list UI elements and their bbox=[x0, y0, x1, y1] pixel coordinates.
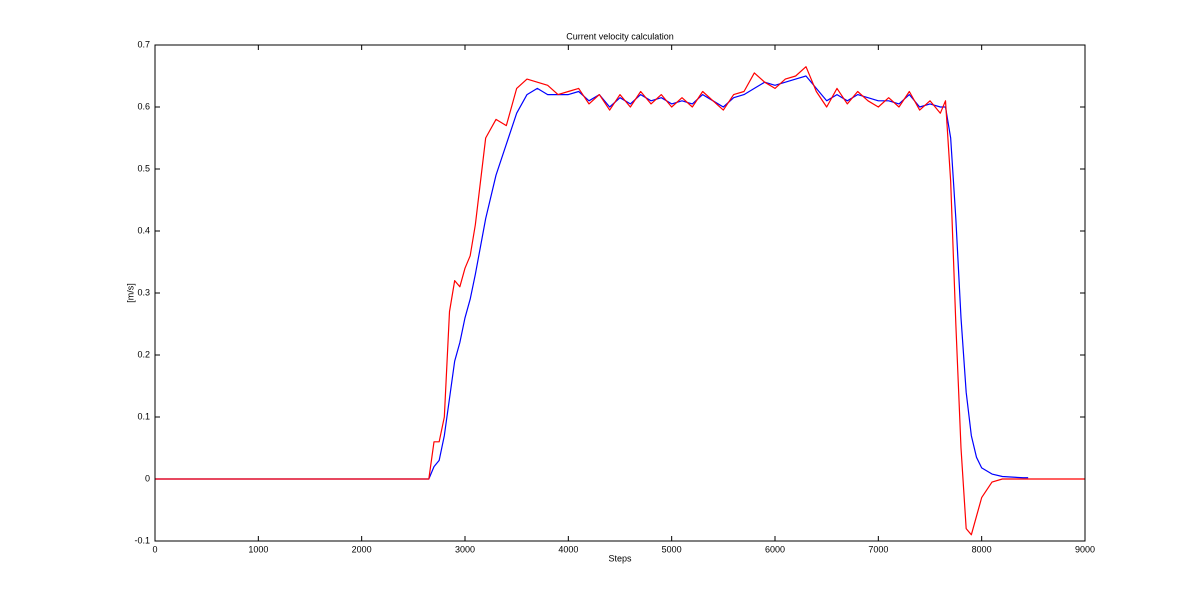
x-tick-label: 7000 bbox=[868, 544, 888, 554]
y-tick-label: 0.4 bbox=[137, 225, 150, 235]
y-tick-label: 0.2 bbox=[137, 349, 150, 359]
x-tick-label: 6000 bbox=[765, 544, 785, 554]
x-tick-label: 2000 bbox=[352, 544, 372, 554]
series-line bbox=[155, 66, 1085, 536]
plot-frame bbox=[154, 44, 1086, 542]
y-tick-label: 0.3 bbox=[137, 287, 150, 297]
y-tick-label: 0.7 bbox=[137, 39, 150, 49]
y-tick-label: 0.1 bbox=[137, 411, 150, 421]
x-tick-label: 9000 bbox=[1075, 544, 1095, 554]
y-tick-label: 0.5 bbox=[137, 163, 150, 173]
y-tick-label: 0 bbox=[145, 473, 150, 483]
y-tick-label: -0.1 bbox=[134, 535, 150, 545]
chart-title: Current velocity calculation bbox=[566, 31, 674, 41]
x-tick-label: 4000 bbox=[558, 544, 578, 554]
y-axis-label: [m/s] bbox=[125, 283, 135, 303]
x-tick-label: 0 bbox=[152, 544, 157, 554]
x-tick-label: 5000 bbox=[662, 544, 682, 554]
x-tick-label: 1000 bbox=[248, 544, 268, 554]
y-tick-label: 0.6 bbox=[137, 101, 150, 111]
x-axis-label: Steps bbox=[608, 553, 632, 563]
x-tick-label: 3000 bbox=[455, 544, 475, 554]
x-tick-label: 8000 bbox=[972, 544, 992, 554]
series-line bbox=[155, 75, 1029, 480]
